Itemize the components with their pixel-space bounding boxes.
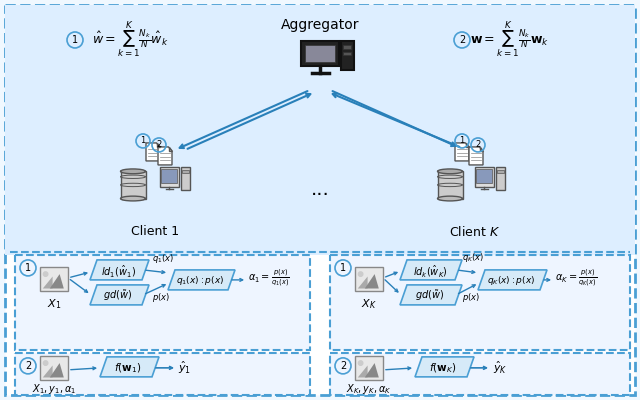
Text: 2: 2 [340, 361, 346, 371]
Text: Client 1: Client 1 [131, 225, 179, 238]
Polygon shape [168, 270, 235, 290]
Text: 2: 2 [25, 361, 31, 371]
FancyBboxPatch shape [355, 356, 383, 380]
Ellipse shape [120, 169, 145, 174]
FancyBboxPatch shape [341, 41, 354, 70]
Text: 1: 1 [460, 136, 465, 146]
FancyBboxPatch shape [15, 255, 310, 350]
Polygon shape [43, 276, 52, 288]
Circle shape [358, 361, 363, 365]
Polygon shape [50, 274, 64, 288]
Polygon shape [146, 143, 160, 161]
FancyBboxPatch shape [159, 168, 179, 187]
Polygon shape [400, 285, 462, 305]
Polygon shape [358, 366, 367, 378]
Text: $gd(\tilde{w})$: $gd(\tilde{w})$ [415, 288, 445, 303]
FancyBboxPatch shape [330, 255, 630, 350]
Text: 1: 1 [140, 136, 146, 146]
FancyBboxPatch shape [495, 168, 506, 190]
FancyBboxPatch shape [355, 267, 383, 291]
Polygon shape [400, 260, 462, 280]
Polygon shape [158, 147, 172, 165]
Polygon shape [90, 260, 149, 280]
Circle shape [44, 361, 48, 365]
FancyBboxPatch shape [182, 170, 189, 173]
Text: $\alpha_1 = \frac{p(x)}{q_1(x)}$: $\alpha_1 = \frac{p(x)}{q_1(x)}$ [248, 267, 290, 288]
Text: $\mathbf{w} = \sum_{k=1}^{K} \frac{N_k}{N} \mathbf{w}_k$: $\mathbf{w} = \sum_{k=1}^{K} \frac{N_k}{… [470, 20, 550, 60]
Polygon shape [365, 274, 379, 288]
FancyBboxPatch shape [120, 171, 145, 198]
FancyBboxPatch shape [5, 5, 635, 395]
Text: Aggregator: Aggregator [281, 18, 359, 32]
Text: $q_1(x)$: $q_1(x)$ [152, 252, 174, 265]
Circle shape [358, 272, 363, 276]
Circle shape [44, 272, 48, 276]
Text: 1: 1 [72, 35, 78, 45]
Text: $q_1(x):p(x)$: $q_1(x):p(x)$ [176, 274, 224, 288]
FancyBboxPatch shape [497, 170, 504, 173]
Text: $p(x)$: $p(x)$ [152, 291, 170, 304]
Text: 1: 1 [25, 263, 31, 273]
Text: $ld_k(\hat{w}_K)$: $ld_k(\hat{w}_K)$ [413, 263, 447, 279]
Polygon shape [455, 143, 469, 161]
Polygon shape [415, 357, 474, 377]
FancyBboxPatch shape [161, 169, 177, 183]
Text: $p(x)$: $p(x)$ [462, 291, 480, 304]
FancyBboxPatch shape [330, 353, 630, 395]
FancyBboxPatch shape [474, 168, 493, 187]
Polygon shape [479, 147, 483, 152]
Text: Client $K$: Client $K$ [449, 225, 500, 239]
Polygon shape [469, 147, 483, 165]
Ellipse shape [438, 169, 463, 174]
Polygon shape [168, 147, 172, 152]
Text: $f(\mathbf{w}_K)$: $f(\mathbf{w}_K)$ [429, 361, 457, 375]
Text: $X_1$: $X_1$ [47, 297, 61, 311]
Polygon shape [50, 363, 64, 378]
FancyBboxPatch shape [5, 5, 635, 255]
Text: $f(\mathbf{w}_1)$: $f(\mathbf{w}_1)$ [115, 361, 141, 375]
Polygon shape [90, 285, 149, 305]
Polygon shape [43, 366, 52, 378]
Ellipse shape [120, 196, 145, 201]
Text: ...: ... [310, 180, 330, 200]
Polygon shape [365, 363, 379, 378]
Text: 2: 2 [459, 35, 465, 45]
FancyBboxPatch shape [438, 171, 463, 198]
Polygon shape [100, 357, 159, 377]
Text: $q_K(x):p(x)$: $q_K(x):p(x)$ [487, 274, 535, 288]
Text: 2: 2 [156, 140, 162, 150]
Text: $ld_1(\hat{w}_1)$: $ld_1(\hat{w}_1)$ [100, 263, 136, 279]
Text: $\alpha_K = \frac{p(x)}{q_K(x)}$: $\alpha_K = \frac{p(x)}{q_K(x)}$ [555, 267, 597, 288]
FancyBboxPatch shape [15, 353, 310, 395]
Text: $\hat{w} = \sum_{k=1}^{K} \frac{N_k}{N} \hat{w}_k$: $\hat{w} = \sum_{k=1}^{K} \frac{N_k}{N} … [92, 20, 168, 60]
FancyBboxPatch shape [40, 267, 68, 291]
Text: $\hat{y}_1$: $\hat{y}_1$ [178, 360, 191, 376]
Text: $X_K, y_K, \alpha_K$: $X_K, y_K, \alpha_K$ [346, 382, 392, 396]
FancyBboxPatch shape [476, 169, 492, 183]
Text: 2: 2 [476, 140, 481, 150]
Text: 1: 1 [340, 263, 346, 273]
Polygon shape [478, 270, 547, 290]
FancyBboxPatch shape [301, 41, 339, 66]
FancyBboxPatch shape [305, 45, 335, 62]
Ellipse shape [438, 196, 463, 201]
Polygon shape [157, 143, 160, 148]
Polygon shape [465, 143, 469, 148]
FancyBboxPatch shape [180, 168, 190, 190]
Text: $gd(\tilde{w})$: $gd(\tilde{w})$ [104, 288, 132, 303]
FancyBboxPatch shape [344, 52, 351, 55]
Text: $q_K(x)$: $q_K(x)$ [462, 251, 484, 264]
FancyBboxPatch shape [40, 356, 68, 380]
FancyBboxPatch shape [344, 46, 351, 49]
Polygon shape [358, 276, 367, 288]
Text: $X_K$: $X_K$ [361, 297, 377, 311]
Text: $\hat{y}_K$: $\hat{y}_K$ [493, 360, 508, 376]
Text: $X_1, y_1, \alpha_1$: $X_1, y_1, \alpha_1$ [32, 382, 76, 396]
